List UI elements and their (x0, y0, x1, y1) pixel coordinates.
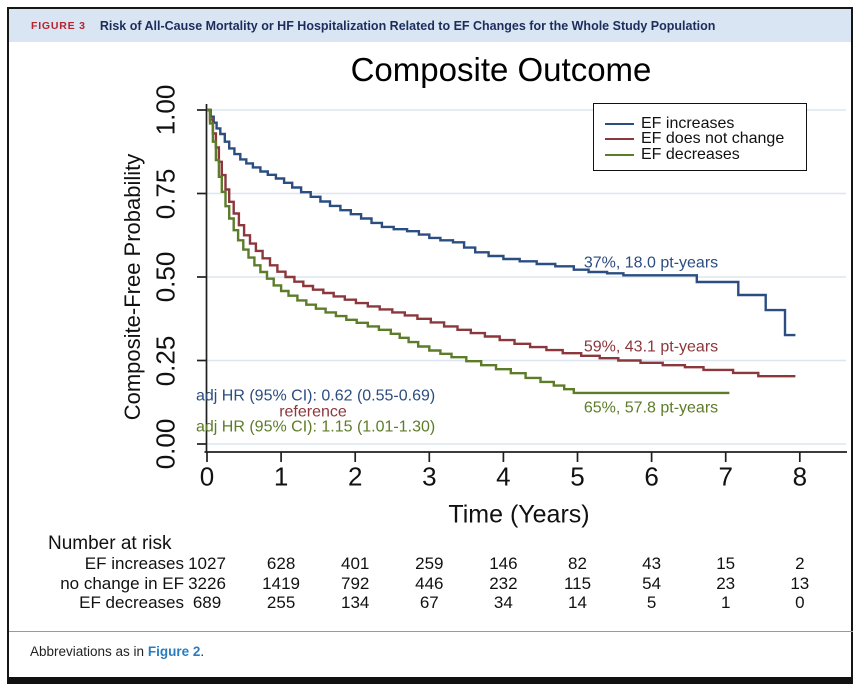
footer-text-suffix: . (200, 644, 205, 659)
risk-count: 23 (716, 573, 736, 593)
risk-count: 255 (266, 592, 296, 612)
risk-count: 446 (415, 573, 444, 593)
risk-count: 232 (489, 573, 518, 593)
risk-count: 1419 (262, 573, 300, 593)
x-tick-label-6: 6 (644, 461, 659, 492)
legend-label: EF increases (641, 115, 735, 132)
risk-count: 14 (568, 592, 587, 612)
x-tick-label-0: 0 (199, 461, 215, 492)
footer-text-prefix: Abbreviations as in (30, 644, 148, 659)
legend-line-swatch-ef-increases (605, 123, 634, 125)
y-tick-label-0.00: 0.00 (150, 418, 181, 470)
x-axis-label: Time (Years) (448, 500, 590, 529)
legend: EF increases EF does not change EF decreas… (593, 103, 807, 171)
chart-title: Composite Outcome (350, 51, 652, 88)
risk-count: 3226 (188, 573, 226, 593)
x-tick-label-3: 3 (422, 461, 437, 492)
figure-header-band: FIGURE 3 Risk of All-Cause Mortality or … (9, 9, 851, 42)
x-tick-label-5: 5 (570, 461, 585, 492)
risk-count: 628 (266, 553, 296, 573)
risk-count: 1 (720, 592, 731, 612)
x-tick-label-4: 4 (496, 461, 511, 492)
risk-table-title: Number at risk (48, 533, 172, 554)
annotation-navy-rate: 37%, 18.0 pt-years (583, 254, 719, 272)
legend-item-ef-increases: EF increases (605, 116, 734, 132)
legend-item-ef-decreases: EF decreases (605, 145, 740, 163)
legend-line-swatch-ef-does-not-change (605, 138, 634, 141)
annotation-navy-hr: adj HR (95% CI): 0.62 (0.55-0.69) (196, 387, 436, 405)
risk-row-label-ef-decreases: EF decreases (79, 592, 184, 612)
footer-note: Abbreviations as in Figure 2. (30, 644, 204, 659)
risk-count: 54 (642, 573, 662, 593)
footer-divider (9, 631, 853, 632)
legend-line-swatch-ef-decreases (605, 153, 634, 156)
annotation-maroon-rate: 59%, 43.1 pt-years (583, 338, 719, 356)
annotation-olive-hr: adj HR (95% CI): 1.15 (1.01-1.30) (196, 418, 436, 436)
risk-count: 1027 (188, 553, 226, 573)
risk-count: 146 (489, 553, 518, 573)
risk-row-label-no-change-in-ef: no change in EF (60, 573, 184, 593)
y-tick-label-0.50: 0.50 (150, 251, 181, 303)
y-tick-label-1.00: 1.00 (150, 84, 181, 136)
risk-count: 259 (415, 553, 444, 573)
risk-count: 792 (341, 573, 370, 593)
risk-count: 5 (646, 592, 657, 612)
risk-count: 34 (493, 592, 513, 612)
x-tick-label-1: 1 (273, 461, 289, 492)
y-axis-label: Composite-Free Probability (120, 153, 145, 421)
risk-count: 401 (341, 553, 370, 573)
risk-count: 134 (341, 592, 370, 612)
annotation-olive-rate: 65%, 57.8 pt-years (583, 399, 719, 417)
figure-number-label: FIGURE 3 (31, 19, 86, 32)
figure-caption-title: Risk of All-Cause Mortality or HF Hospit… (99, 18, 716, 33)
risk-count: 0 (795, 592, 805, 612)
legend-label: EF decreases (641, 145, 740, 163)
legend-item-ef-does-not-change: EF does not change (605, 131, 784, 147)
risk-count: 82 (568, 553, 587, 573)
x-tick-label-7: 7 (718, 461, 733, 492)
risk-count: 43 (642, 553, 662, 573)
risk-count: 15 (716, 553, 736, 573)
y-tick-label-0.75: 0.75 (150, 168, 181, 219)
risk-count: 2 (795, 553, 805, 573)
x-tick-label-2: 2 (347, 461, 363, 492)
y-tick-label-0.25: 0.25 (150, 335, 181, 386)
risk-count: 689 (192, 592, 222, 612)
x-tick-label-8: 8 (792, 461, 808, 492)
risk-count: 13 (790, 573, 810, 593)
annotation-maroon-hr: reference (279, 403, 347, 421)
risk-count: 115 (563, 573, 592, 593)
figure-2-link[interactable]: Figure 2 (147, 644, 201, 659)
risk-row-label-ef-increases: EF increases (84, 553, 184, 573)
risk-count: 67 (419, 592, 439, 612)
legend-label: EF does not change (641, 130, 785, 148)
